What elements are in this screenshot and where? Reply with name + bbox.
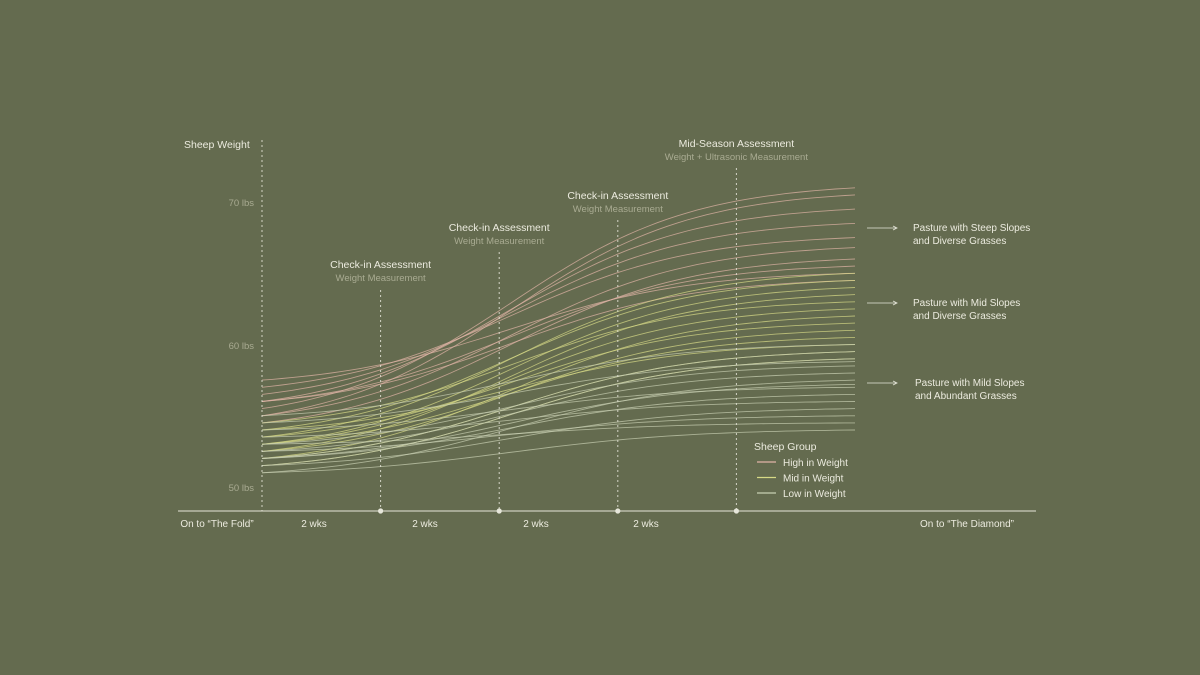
series-line-low [261,361,856,424]
assessment-subtitle: Weight + Ultrasonic Measurement [665,152,809,163]
assessment-title: Check-in Assessment [330,259,431,271]
series-line-low [261,344,856,417]
legend-items: High in Weight Mid in Weight Low in Weight [757,458,848,500]
pasture-label: and Diverse Grasses [913,311,1006,322]
series-line-high [261,272,856,381]
legend: Sheep Group High in Weight Mid in Weight L… [754,441,848,500]
series-line-low [261,358,856,467]
series-line-low [261,383,856,459]
series-line-high [261,237,856,388]
series-line-mid [261,301,856,424]
x-axis-label: 2 wks [523,519,549,530]
series-line-mid [261,329,856,452]
axis-marker-dot [496,508,502,514]
series-line-low [261,408,856,467]
x-axis-label: On to “The Fold” [180,519,253,530]
series-line-mid [261,279,856,431]
assessment-subtitle: Weight Measurement [454,236,544,247]
series-line-low [261,415,855,452]
assessment-title: Check-in Assessment [567,190,668,202]
x-axis-labels: On to “The Fold” 2 wks 2 wks 2 wks 2 wks On t… [180,519,1014,530]
series-line-mid [261,322,856,438]
assessment-title: Mid-Season Assessment [679,138,795,150]
series-line-low [261,429,856,474]
x-axis [178,508,1036,514]
assessment-title: Check-in Assessment [449,222,550,234]
legend-label: High in Weight [783,458,848,469]
series-line-mid [261,272,856,438]
series-lines [261,187,856,474]
x-axis-label: On to “The Diamond” [920,519,1014,530]
arrow-head-icon [892,300,898,306]
series-line-high [261,208,856,402]
assessment-labels: Check-in Assessment Weight Measurement Che… [330,138,808,284]
series-line-low [261,393,856,459]
series-line-low [261,351,856,459]
axis-marker-dot [378,508,384,514]
pasture-label: Pasture with Steep Slopes [913,223,1030,234]
series-line-high [261,279,856,402]
axis-marker-dot [615,508,621,514]
pasture-label: Pasture with Mid Slopes [913,298,1020,309]
assessment-subtitle: Weight Measurement [336,273,426,284]
series-line-high [261,194,856,417]
axis-marker-dot [733,508,740,514]
series-line-low [261,365,856,445]
pasture-label: and Diverse Grasses [913,236,1006,247]
series-line-high [261,258,856,424]
arrow-head-icon [892,225,898,231]
x-axis-label: 2 wks [412,519,438,530]
series-line-low [261,422,855,445]
series-line-high [261,187,856,410]
series-line-mid [261,294,856,452]
pasture-label: Pasture with Mild Slopes [915,378,1025,389]
series-line-low [261,401,856,438]
legend-label: Low in Weight [783,489,846,500]
legend-title: Sheep Group [754,441,817,453]
assessment-guides [261,140,737,511]
y-tick-label: 70 lbs [229,198,255,209]
legend-label: Mid in Weight [783,474,844,485]
assessment-subtitle: Weight Measurement [573,204,663,215]
pasture-label: and Abundant Grasses [915,391,1017,402]
series-line-high [261,265,856,402]
y-axis-ticks: 70 lbs 60 lbs 50 lbs [229,198,255,494]
pasture-labels: Pasture with Steep Slopes and Diverse Gra… [867,223,1030,402]
y-axis-title: Sheep Weight [184,139,250,151]
series-line-low [261,386,856,431]
y-tick-label: 60 lbs [229,341,255,352]
series-line-low [261,372,856,452]
series-line-mid [261,344,856,431]
series-line-high [261,247,856,417]
x-axis-label: 2 wks [633,519,659,530]
y-tick-label: 50 lbs [229,483,255,494]
x-axis-label: 2 wks [301,519,327,530]
series-line-mid [261,287,856,445]
series-line-mid [261,336,856,445]
arrow-head-icon [892,380,898,386]
series-line-mid [261,308,856,445]
series-line-high [261,222,856,395]
